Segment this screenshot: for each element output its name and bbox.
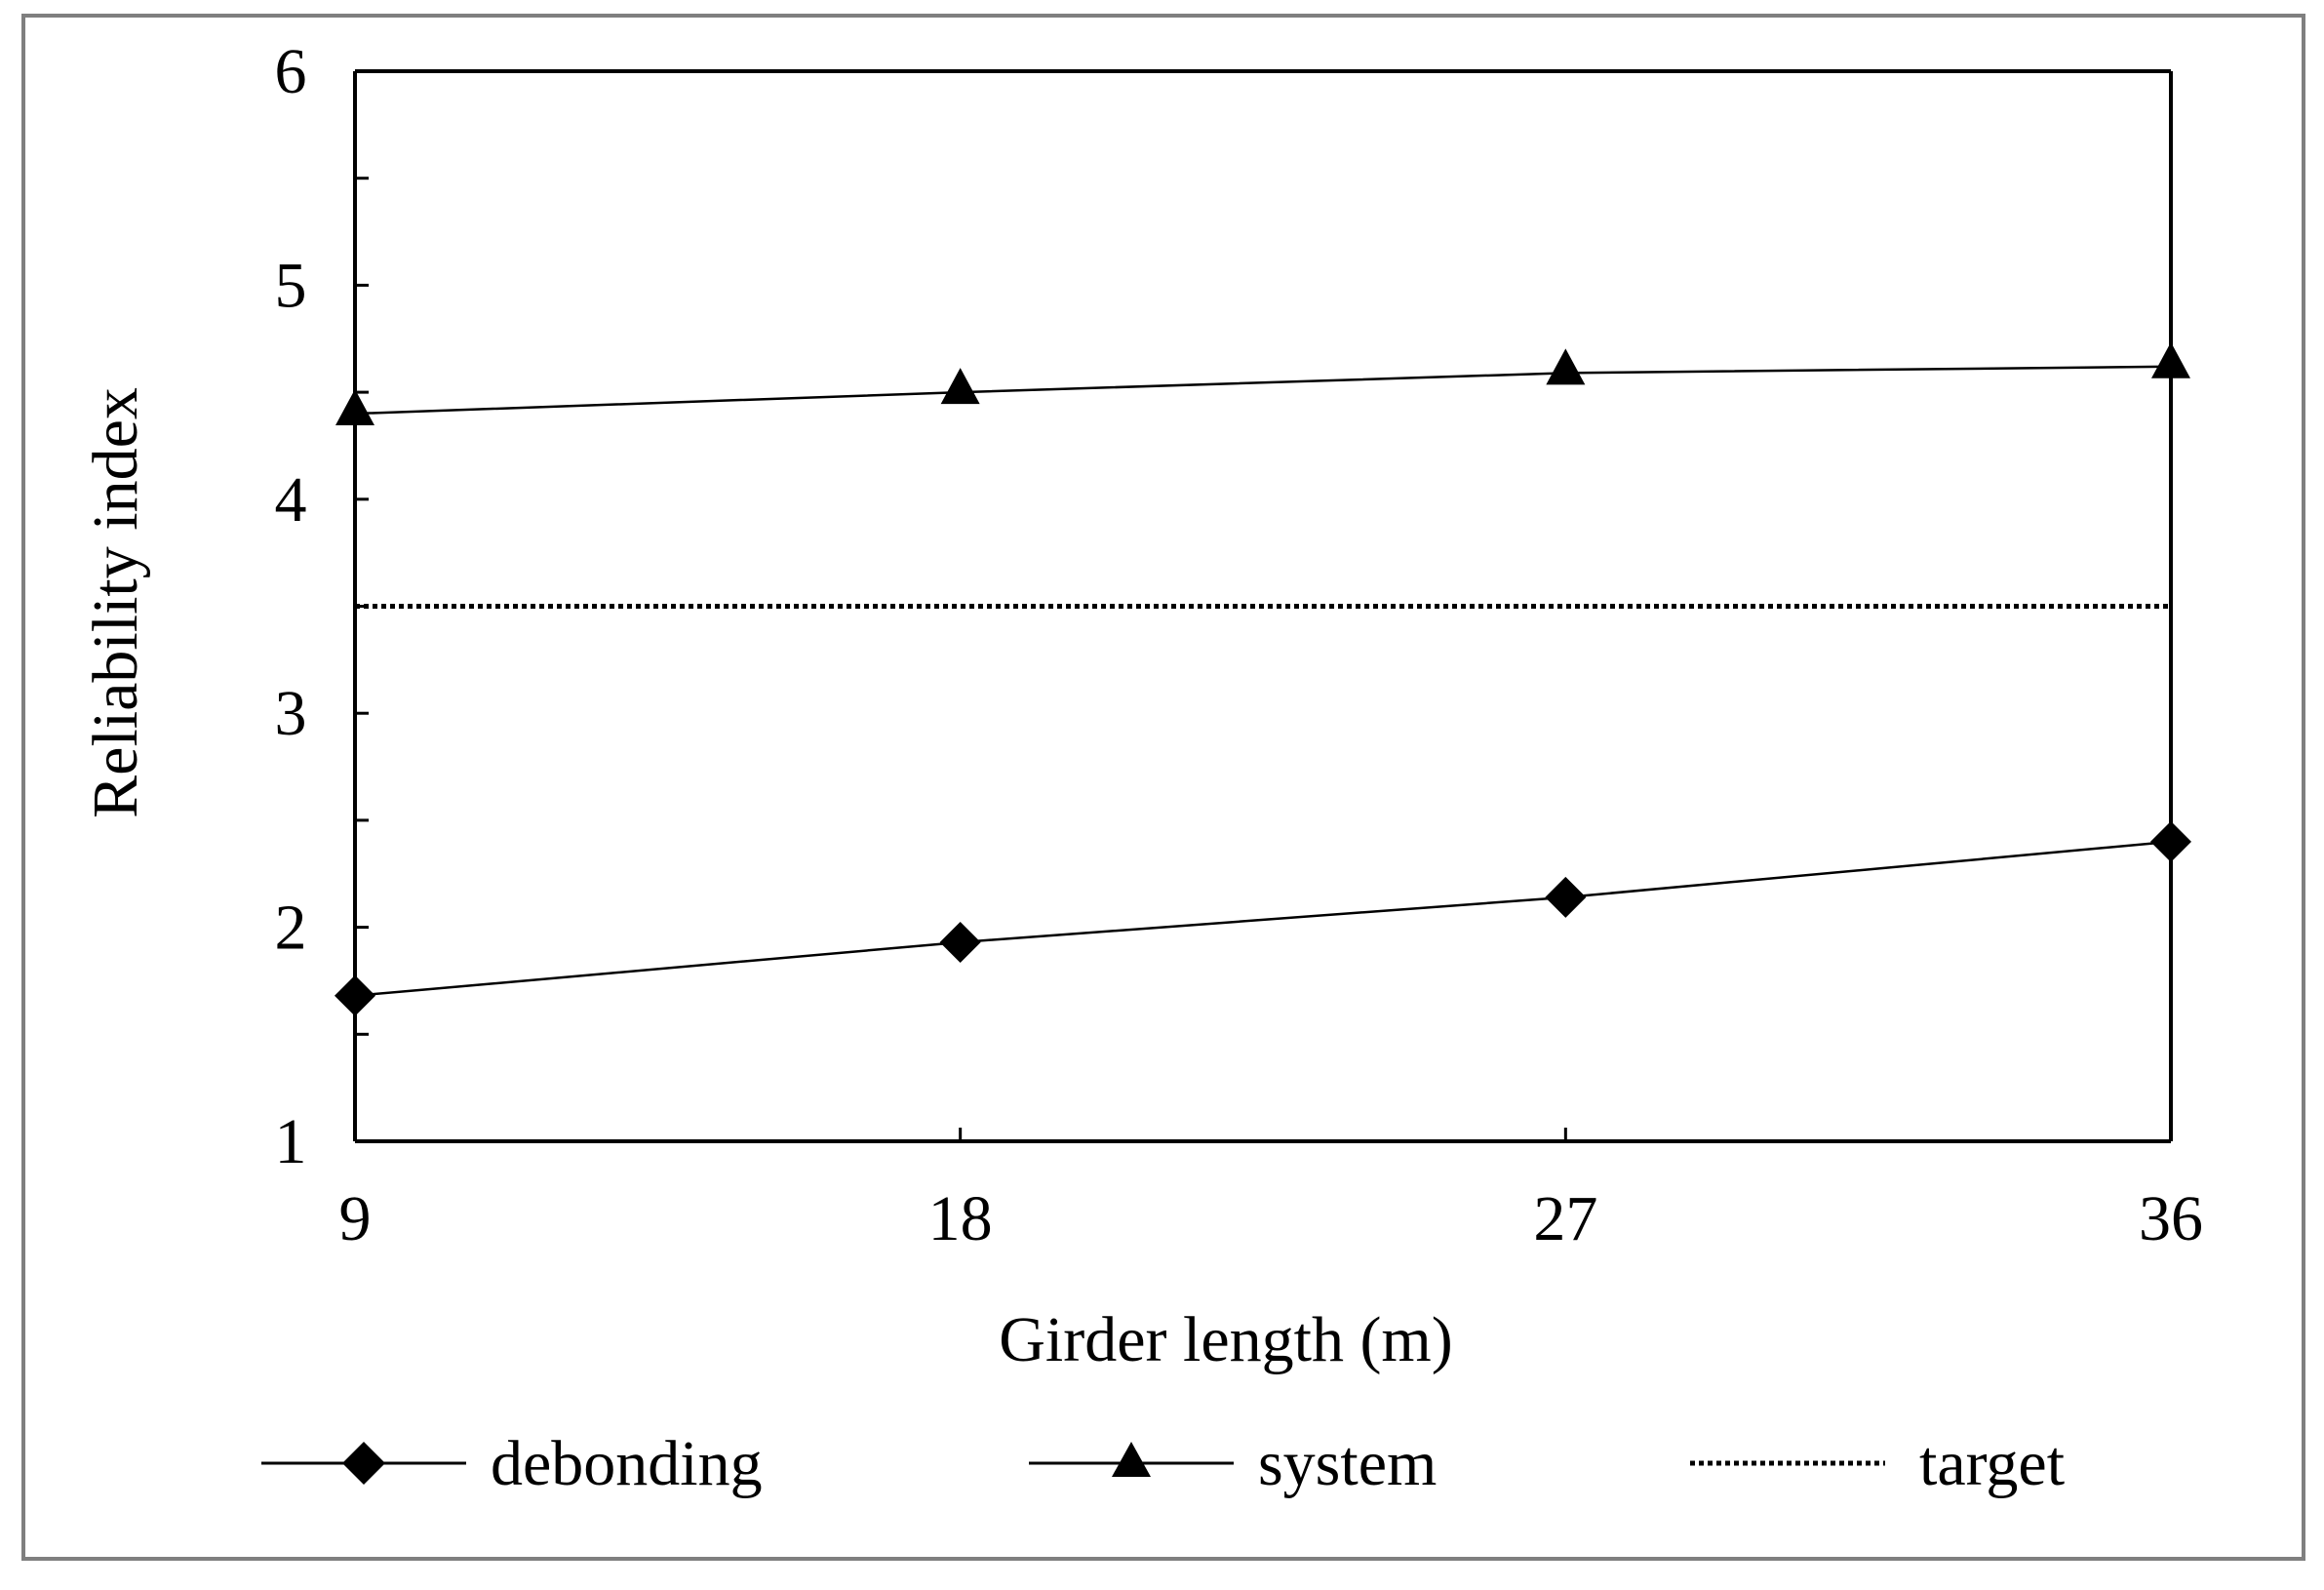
point-system-18 [940,368,980,405]
series-line-system [354,365,2172,416]
y-tick-label-2: 2 [275,893,307,964]
point-system-36 [2151,341,2190,378]
point-debonding-9 [335,974,375,1016]
x-axis-label: Girder length (m) [999,1304,1453,1375]
point-system-27 [1546,348,1586,385]
x-tick-label-27: 27 [1533,1183,1597,1254]
legend-label-debonding: debonding [491,1428,763,1499]
x-tick-label-36: 36 [2139,1183,2203,1254]
legend-item-debonding: debonding [261,1428,763,1499]
y-tick-label-3: 3 [275,678,307,749]
point-debonding-36 [2150,820,2191,862]
plot-area: 1 2 3 4 5 6 9 18 27 36 [275,36,2204,1254]
series-line-debonding [354,840,2172,998]
y-tick-label-5: 5 [275,250,307,321]
point-debonding-27 [1545,876,1587,918]
legend-label-system: system [1258,1428,1437,1499]
chart-frame [21,14,2305,1561]
point-debonding-18 [939,921,981,963]
legend: debonding system target [261,1428,2065,1499]
legend-item-system: system [1029,1428,1437,1499]
legend-marker-debonding [342,1442,385,1485]
y-tick-label-4: 4 [275,464,307,536]
y-axis-label: Reliability index [80,387,151,818]
legend-marker-system [1112,1442,1151,1477]
point-system-9 [335,389,374,426]
x-tick-label-18: 18 [928,1183,993,1254]
x-tick-label-9: 9 [339,1183,372,1254]
legend-label-target: target [1919,1428,2065,1499]
legend-item-target: target [1690,1428,2065,1499]
y-tick-label-6: 6 [275,36,307,107]
y-tick-label-1: 1 [275,1106,307,1177]
